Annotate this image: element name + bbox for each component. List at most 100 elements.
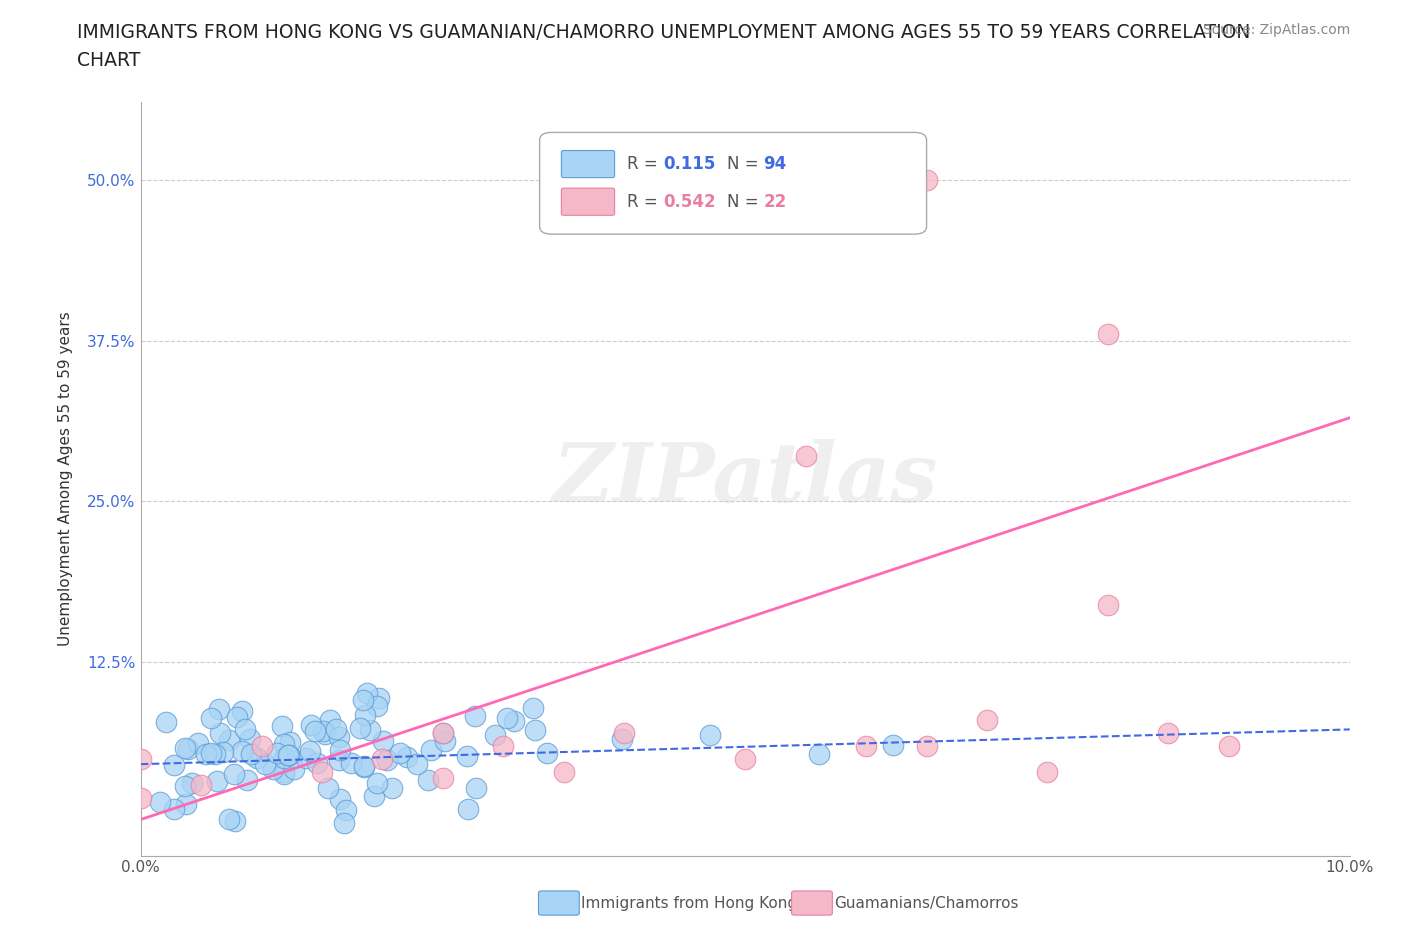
Text: R =: R = xyxy=(627,193,662,211)
Text: CHART: CHART xyxy=(77,51,141,70)
Point xyxy=(273,764,295,779)
Point xyxy=(1036,764,1059,779)
Point xyxy=(307,755,329,770)
Point xyxy=(218,812,240,827)
Point xyxy=(418,773,440,788)
Text: Source: ZipAtlas.com: Source: ZipAtlas.com xyxy=(1202,23,1350,37)
Y-axis label: Unemployment Among Ages 55 to 59 years: Unemployment Among Ages 55 to 59 years xyxy=(59,312,73,646)
Point xyxy=(389,746,412,761)
Point xyxy=(233,721,256,736)
Point xyxy=(396,750,419,764)
Point xyxy=(173,779,195,794)
Point xyxy=(356,685,378,700)
Point xyxy=(277,748,299,763)
Point xyxy=(224,766,246,781)
Point xyxy=(231,704,253,719)
Point xyxy=(218,732,240,747)
Point xyxy=(316,780,339,795)
Point xyxy=(432,725,454,740)
Point xyxy=(174,740,197,755)
Point xyxy=(915,738,938,753)
Point xyxy=(465,781,488,796)
Point xyxy=(266,746,288,761)
Point xyxy=(163,801,186,816)
Point xyxy=(273,766,295,781)
Point xyxy=(190,777,212,792)
Point xyxy=(503,713,526,728)
Text: IMMIGRANTS FROM HONG KONG VS GUAMANIAN/CHAMORRO UNEMPLOYMENT AMONG AGES 55 TO 59: IMMIGRANTS FROM HONG KONG VS GUAMANIAN/C… xyxy=(77,23,1251,42)
Point xyxy=(363,789,385,804)
Point xyxy=(283,762,305,777)
Point xyxy=(381,780,404,795)
Point xyxy=(295,751,318,765)
Point xyxy=(226,710,249,724)
Point xyxy=(353,759,375,774)
Point xyxy=(311,764,333,779)
Point xyxy=(276,748,298,763)
Point xyxy=(328,730,350,745)
Point xyxy=(177,742,200,757)
Point xyxy=(794,449,817,464)
Point xyxy=(484,727,506,742)
Text: 0.542: 0.542 xyxy=(664,193,716,211)
Point xyxy=(318,712,340,727)
Point xyxy=(180,775,202,790)
Point xyxy=(359,723,381,737)
Point xyxy=(339,755,361,770)
Point xyxy=(224,813,246,828)
Point xyxy=(205,774,228,789)
Point xyxy=(354,708,377,723)
Text: N =: N = xyxy=(727,155,763,173)
Point xyxy=(523,723,546,737)
Point xyxy=(329,792,352,807)
Point xyxy=(807,746,830,761)
Point xyxy=(236,773,259,788)
Point xyxy=(405,757,427,772)
Point xyxy=(366,776,388,790)
Point xyxy=(915,172,938,187)
Point xyxy=(433,734,456,749)
Point xyxy=(1157,725,1180,740)
Point xyxy=(432,725,454,740)
Point xyxy=(129,790,152,805)
Text: Guamanians/Chamorros: Guamanians/Chamorros xyxy=(834,896,1018,910)
Point xyxy=(250,738,273,753)
Point xyxy=(457,802,479,817)
Point xyxy=(333,816,356,830)
Point xyxy=(200,711,222,726)
Point xyxy=(464,709,486,724)
Point xyxy=(882,737,904,752)
Point xyxy=(209,725,232,740)
Point xyxy=(155,714,177,729)
Point xyxy=(335,802,357,817)
Point xyxy=(366,698,388,713)
Point xyxy=(371,734,394,749)
Point xyxy=(208,702,231,717)
Point xyxy=(496,711,519,725)
FancyBboxPatch shape xyxy=(561,151,614,178)
Point xyxy=(325,722,347,737)
Text: 0.115: 0.115 xyxy=(664,155,716,173)
Point xyxy=(187,736,209,751)
Point xyxy=(271,719,294,734)
Point xyxy=(613,725,636,740)
Point xyxy=(352,692,374,707)
Text: 22: 22 xyxy=(763,193,786,211)
FancyBboxPatch shape xyxy=(561,188,614,216)
Point xyxy=(432,771,454,786)
Point xyxy=(299,718,322,733)
Point xyxy=(610,731,633,746)
Point xyxy=(522,701,544,716)
Point xyxy=(194,747,217,762)
Point xyxy=(1218,738,1240,753)
Point xyxy=(239,732,262,747)
Point xyxy=(212,745,235,760)
Point xyxy=(536,745,558,760)
Point xyxy=(553,764,575,779)
Point xyxy=(246,751,269,765)
Point xyxy=(734,751,756,766)
Point xyxy=(375,752,398,767)
Point xyxy=(855,738,877,753)
Text: 94: 94 xyxy=(763,155,786,173)
Text: N =: N = xyxy=(727,193,763,211)
